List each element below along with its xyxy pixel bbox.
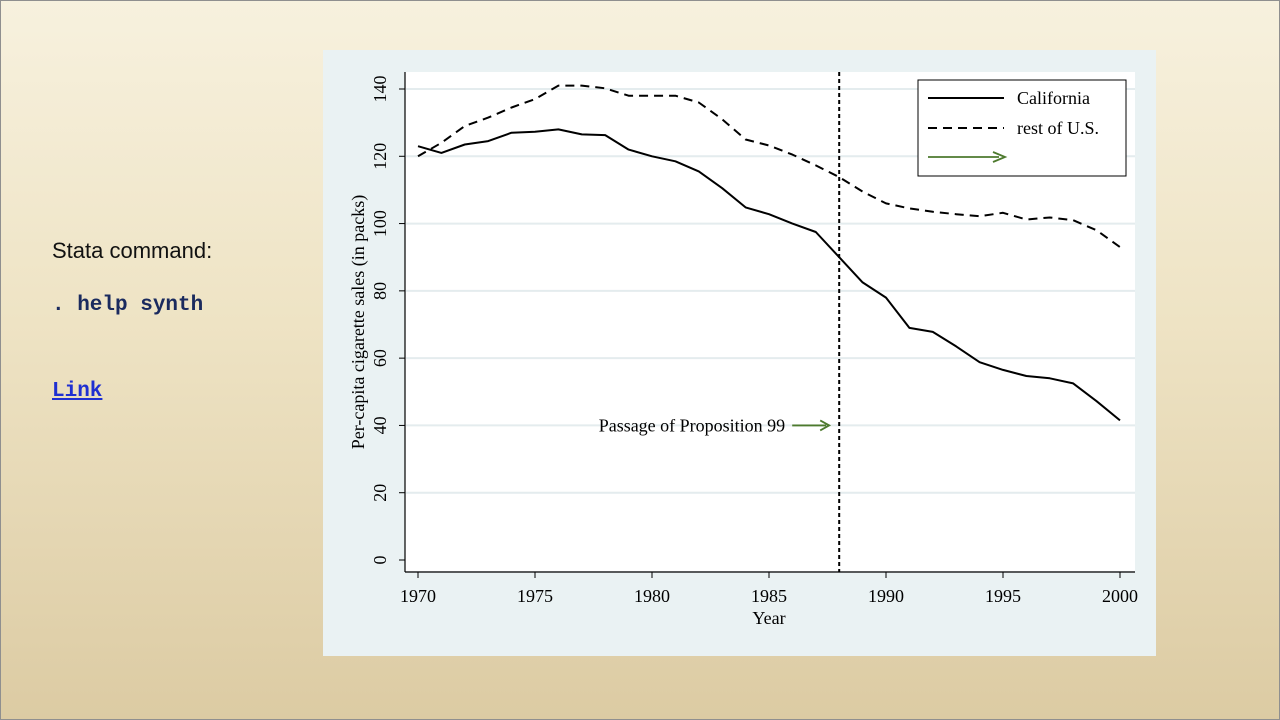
- annotation-arrow-head: [819, 419, 832, 432]
- y-tick-label: 40: [370, 416, 390, 434]
- x-tick-label: 1980: [634, 586, 670, 606]
- stata-command-text: . help synth: [52, 294, 204, 317]
- y-axis-title: Per-capita cigarette sales (in packs): [348, 195, 369, 450]
- chart-panel: 0 20 40 60 80 100 120 140 1970 1975 1980 1985 1990 19…: [323, 50, 1156, 656]
- y-tick-label: 60: [370, 349, 390, 367]
- x-tick-label: 1990: [868, 586, 904, 606]
- legend: California rest of U.S.: [917, 79, 1127, 177]
- y-tick-label: 100: [370, 210, 390, 237]
- cigarette-sales-chart: 0 20 40 60 80 100 120 140 1970 1975 1980 1985 1990 19…: [348, 72, 1138, 628]
- legend-arrow-head-icon: [992, 151, 1008, 163]
- y-tick-label: 0: [370, 556, 390, 565]
- proposition-99-annotation: Passage of Proposition 99: [599, 415, 786, 435]
- x-tick-label: 1975: [517, 586, 553, 606]
- series-lines: [417, 84, 1121, 422]
- series-line-california: [417, 128, 1121, 422]
- x-tick-label: 1995: [985, 586, 1021, 606]
- x-tick-label: 1970: [400, 586, 436, 606]
- legend-box: [917, 79, 1127, 177]
- series-line-rest-of-u-s: [417, 84, 1121, 248]
- axis-ticks: 0 20 40 60 80 100 120 140 1970 1975 1980 1985 1990 19…: [370, 76, 1138, 607]
- y-tick-label: 120: [370, 143, 390, 170]
- x-axis-title: Year: [752, 608, 785, 628]
- annotation-arrow-icon: [792, 419, 832, 432]
- y-tick-label: 80: [370, 282, 390, 300]
- legend-label-california: California: [1017, 88, 1090, 108]
- help-link[interactable]: Link: [52, 380, 103, 403]
- stata-command-label: Stata command:: [52, 238, 213, 263]
- x-tick-label: 2000: [1102, 586, 1138, 606]
- y-tick-label: 20: [370, 484, 390, 502]
- legend-label-rest-of-us: rest of U.S.: [1017, 118, 1099, 138]
- x-tick-label: 1985: [751, 586, 787, 606]
- y-tick-label: 140: [370, 76, 390, 103]
